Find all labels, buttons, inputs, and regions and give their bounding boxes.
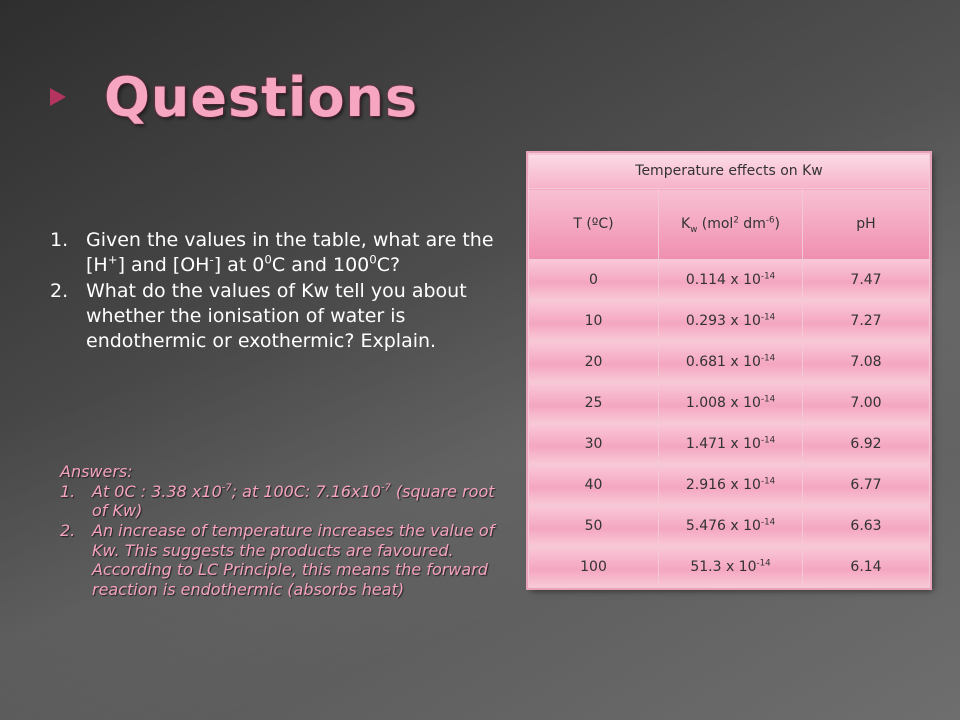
table-row: 0 0.114 x 10-14 7.47 xyxy=(528,259,930,301)
cell-ph: 6.77 xyxy=(802,464,930,506)
table-row: 10 0.293 x 10-14 7.27 xyxy=(528,300,930,342)
cell-temperature: 50 xyxy=(528,505,659,547)
cell-kw: 5.476 x 10-14 xyxy=(658,505,803,547)
cell-ph: 6.92 xyxy=(802,423,930,465)
question-1: 1. Given the values in the table, what a… xyxy=(50,228,500,277)
answer-number: 2. xyxy=(60,521,76,541)
cell-kw: 51.3 x 10-14 xyxy=(658,546,803,588)
question-number: 2. xyxy=(50,280,69,303)
cell-ph: 7.00 xyxy=(802,382,930,424)
questions-list: 1. Given the values in the table, what a… xyxy=(50,228,500,355)
table-caption-row: Temperature effects on Kw xyxy=(528,153,930,189)
cell-ph: 6.14 xyxy=(802,546,930,588)
cell-temperature: 10 xyxy=(528,300,659,342)
cell-temperature: 100 xyxy=(528,546,659,588)
cell-kw: 0.114 x 10-14 xyxy=(658,259,803,301)
kw-temperature-table: Temperature effects on Kw T (ºC) Kw (mol… xyxy=(528,153,930,588)
cell-temperature: 25 xyxy=(528,382,659,424)
cell-ph: 7.27 xyxy=(802,300,930,342)
cell-ph: 7.47 xyxy=(802,259,930,301)
cell-temperature: 40 xyxy=(528,464,659,506)
answer-2: 2. An increase of temperature increases … xyxy=(60,521,510,600)
cell-kw: 0.293 x 10-14 xyxy=(658,300,803,342)
answer-text: An increase of temperature increases the… xyxy=(92,521,495,600)
slide-title: Questions xyxy=(104,66,419,129)
cell-kw: 1.008 x 10-14 xyxy=(658,382,803,424)
header-temperature: T (ºC) xyxy=(528,188,659,260)
cell-ph: 6.63 xyxy=(802,505,930,547)
answer-number: 1. xyxy=(60,481,76,501)
answers-block: Answers: 1. At 0C : 3.38 x10-7; at 100C:… xyxy=(60,462,510,600)
table-row: 25 1.008 x 10-14 7.00 xyxy=(528,382,930,424)
answer-1: 1. At 0C : 3.38 x10-7; at 100C: 7.16x10-… xyxy=(60,482,510,521)
table-caption: Temperature effects on Kw xyxy=(528,153,930,189)
cell-kw: 1.471 x 10-14 xyxy=(658,423,803,465)
table-row: 100 51.3 x 10-14 6.14 xyxy=(528,546,930,588)
table-row: 30 1.471 x 10-14 6.92 xyxy=(528,423,930,465)
table-row: 40 2.916 x 10-14 6.77 xyxy=(528,464,930,506)
answer-text: At 0C : 3.38 x10-7; at 100C: 7.16x10-7 (… xyxy=(92,481,495,521)
table-row: 20 0.681 x 10-14 7.08 xyxy=(528,341,930,383)
header-ph: pH xyxy=(802,188,930,260)
cell-temperature: 30 xyxy=(528,423,659,465)
cell-temperature: 0 xyxy=(528,259,659,301)
cell-temperature: 20 xyxy=(528,341,659,383)
cell-kw: 2.916 x 10-14 xyxy=(658,464,803,506)
question-number: 1. xyxy=(50,229,69,251)
table-header-row: T (ºC) Kw (mol2 dm-6) pH xyxy=(528,188,930,260)
triangle-bullet-icon xyxy=(50,88,66,106)
header-kw: Kw (mol2 dm-6) xyxy=(658,188,803,260)
question-text: What do the values of Kw tell you about … xyxy=(86,280,467,352)
answers-list: 1. At 0C : 3.38 x10-7; at 100C: 7.16x10-… xyxy=(60,482,510,600)
question-text: Given the values in the table, what are … xyxy=(86,229,494,276)
cell-ph: 7.08 xyxy=(802,341,930,383)
answers-heading: Answers: xyxy=(60,462,133,481)
table-row: 50 5.476 x 10-14 6.63 xyxy=(528,505,930,547)
cell-kw: 0.681 x 10-14 xyxy=(658,341,803,383)
question-2: 2. What do the values of Kw tell you abo… xyxy=(50,279,500,353)
